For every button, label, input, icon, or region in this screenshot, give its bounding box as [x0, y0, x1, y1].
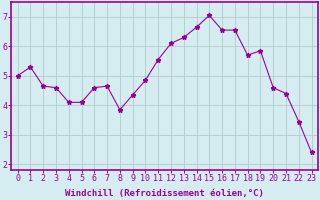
- X-axis label: Windchill (Refroidissement éolien,°C): Windchill (Refroidissement éolien,°C): [65, 189, 264, 198]
